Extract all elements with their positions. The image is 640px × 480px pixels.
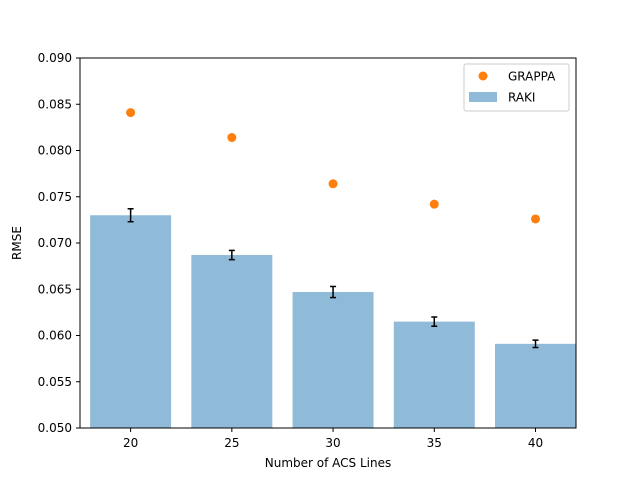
legend-grappa-label: GRAPPA [508, 70, 556, 84]
legend: GRAPPA RAKI [463, 63, 570, 112]
x-tick-label: 35 [427, 436, 442, 450]
y-tick-label: 0.080 [38, 144, 72, 158]
x-tick-label: 20 [123, 436, 138, 450]
raki-bar-40 [495, 343, 576, 428]
x-axis-label: Number of ACS Lines [265, 456, 391, 470]
grappa-point-25 [227, 133, 237, 143]
grappa-point-20 [126, 108, 136, 118]
raki-error-bars [127, 208, 539, 349]
grappa-point-40 [531, 214, 541, 224]
raki-bar-25 [191, 255, 273, 428]
y-tick-label: 0.065 [38, 282, 72, 296]
raki-error-bar-40 [532, 339, 539, 349]
x-tick-label: 40 [528, 436, 543, 450]
x-axis-ticks: 20 25 30 35 40 [123, 428, 543, 450]
y-tick-label: 0.090 [38, 51, 72, 65]
raki-error-bar-20 [127, 208, 134, 223]
raki-error-bar-35 [431, 316, 438, 327]
raki-error-bar-25 [228, 249, 235, 261]
legend-raki-label: RAKI [508, 91, 535, 105]
raki-bar-20 [90, 215, 172, 428]
y-tick-label: 0.075 [38, 190, 72, 204]
x-tick-label: 30 [325, 436, 340, 450]
y-tick-label: 0.055 [38, 375, 72, 389]
x-tick-label: 25 [224, 436, 239, 450]
y-axis-label: RMSE [10, 226, 24, 260]
y-tick-label: 0.050 [38, 421, 72, 435]
raki-bar-30 [292, 292, 374, 428]
y-tick-label: 0.070 [38, 236, 72, 250]
legend-raki-swatch [469, 92, 497, 102]
raki-error-bar-30 [330, 285, 337, 299]
grappa-point-35 [429, 199, 439, 209]
raki-bar-35 [393, 321, 475, 428]
raki-bars [90, 215, 576, 428]
y-tick-label: 0.085 [38, 97, 72, 111]
legend-grappa-marker [478, 71, 488, 81]
y-tick-label: 0.060 [38, 329, 72, 343]
y-axis-ticks: 0.050 0.055 0.060 0.065 0.070 0.075 0.080 0.085… [38, 51, 80, 435]
grappa-points [126, 108, 541, 224]
grappa-point-30 [328, 179, 338, 189]
